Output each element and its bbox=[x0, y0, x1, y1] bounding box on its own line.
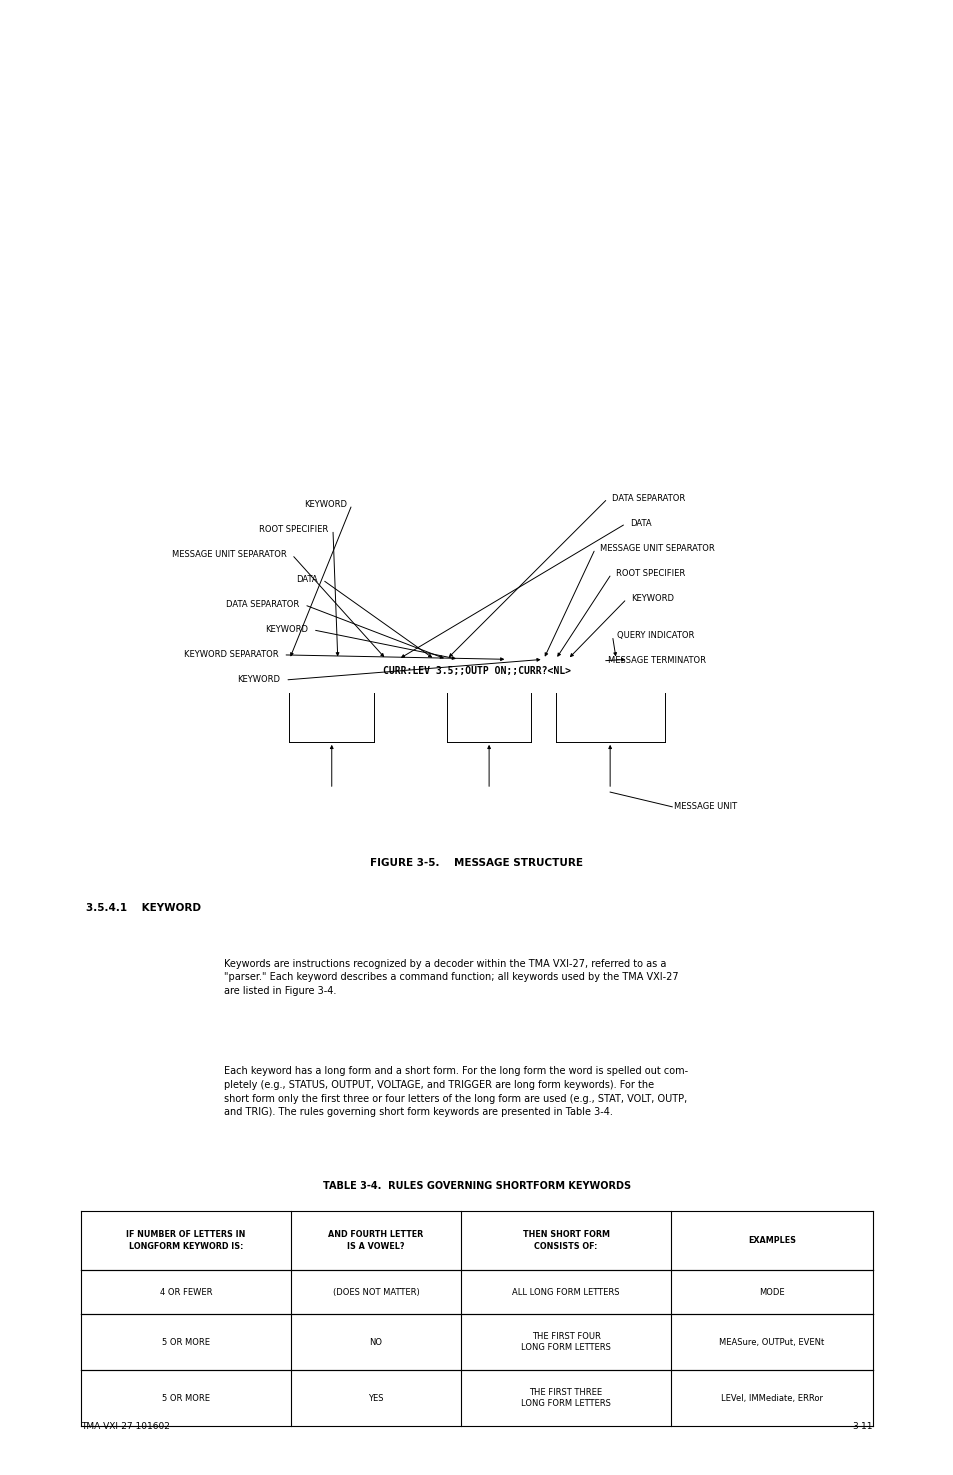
Text: MODE: MODE bbox=[759, 1288, 784, 1297]
Text: (DOES NOT MATTER): (DOES NOT MATTER) bbox=[333, 1288, 419, 1297]
Text: KEYWORD SEPARATOR: KEYWORD SEPARATOR bbox=[184, 650, 278, 659]
Text: 5 OR MORE: 5 OR MORE bbox=[162, 1394, 210, 1403]
Text: MESSAGE UNIT SEPARATOR: MESSAGE UNIT SEPARATOR bbox=[599, 544, 714, 553]
Text: 3-11: 3-11 bbox=[852, 1422, 872, 1431]
Text: MESSAGE UNIT: MESSAGE UNIT bbox=[674, 802, 737, 811]
Text: NO: NO bbox=[369, 1338, 382, 1347]
Text: Each keyword has a long form and a short form. For the long form the word is spe: Each keyword has a long form and a short… bbox=[224, 1066, 688, 1117]
Text: MEASure, OUTPut, EVENt: MEASure, OUTPut, EVENt bbox=[719, 1338, 823, 1347]
Text: DATA SEPARATOR: DATA SEPARATOR bbox=[226, 600, 299, 609]
Text: EXAMPLES: EXAMPLES bbox=[747, 1236, 795, 1245]
Text: 5 OR MORE: 5 OR MORE bbox=[162, 1338, 210, 1347]
Text: YES: YES bbox=[368, 1394, 383, 1403]
Text: KEYWORD: KEYWORD bbox=[265, 625, 308, 634]
Text: DATA: DATA bbox=[630, 519, 652, 528]
Text: DATA SEPARATOR: DATA SEPARATOR bbox=[612, 494, 685, 503]
Text: 4 OR FEWER: 4 OR FEWER bbox=[159, 1288, 212, 1297]
Text: TMA VXI-27 101602: TMA VXI-27 101602 bbox=[81, 1422, 170, 1431]
Text: ROOT SPECIFIER: ROOT SPECIFIER bbox=[258, 525, 328, 534]
Text: ROOT SPECIFIER: ROOT SPECIFIER bbox=[616, 569, 685, 578]
Text: KEYWORD: KEYWORD bbox=[237, 676, 280, 684]
Text: MESSAGE TERMINATOR: MESSAGE TERMINATOR bbox=[607, 656, 705, 665]
Text: QUERY INDICATOR: QUERY INDICATOR bbox=[617, 631, 694, 640]
Text: AND FOURTH LETTER
IS A VOWEL?: AND FOURTH LETTER IS A VOWEL? bbox=[328, 1230, 423, 1251]
Text: KEYWORD: KEYWORD bbox=[304, 500, 347, 509]
Text: 3.5.4.1    KEYWORD: 3.5.4.1 KEYWORD bbox=[86, 903, 201, 913]
Text: THE FIRST FOUR
LONG FORM LETTERS: THE FIRST FOUR LONG FORM LETTERS bbox=[520, 1332, 610, 1353]
Text: THEN SHORT FORM
CONSISTS OF:: THEN SHORT FORM CONSISTS OF: bbox=[522, 1230, 609, 1251]
Text: MESSAGE UNIT SEPARATOR: MESSAGE UNIT SEPARATOR bbox=[172, 550, 287, 559]
Text: DATA: DATA bbox=[295, 575, 317, 584]
Text: TABLE 3-4.  RULES GOVERNING SHORTFORM KEYWORDS: TABLE 3-4. RULES GOVERNING SHORTFORM KEY… bbox=[323, 1181, 630, 1192]
Text: Keywords are instructions recognized by a decoder within the TMA VXI-27, referre: Keywords are instructions recognized by … bbox=[224, 959, 679, 996]
Text: LEVel, IMMediate, ERRor: LEVel, IMMediate, ERRor bbox=[720, 1394, 822, 1403]
Text: IF NUMBER OF LETTERS IN
LONGFORM KEYWORD IS:: IF NUMBER OF LETTERS IN LONGFORM KEYWORD… bbox=[126, 1230, 246, 1251]
Text: CURR:LEV 3.5;;OUTP ON;;CURR?<NL>: CURR:LEV 3.5;;OUTP ON;;CURR?<NL> bbox=[382, 667, 571, 676]
Text: FIGURE 3-5.    MESSAGE STRUCTURE: FIGURE 3-5. MESSAGE STRUCTURE bbox=[370, 858, 583, 867]
Text: KEYWORD: KEYWORD bbox=[631, 594, 674, 603]
Text: ALL LONG FORM LETTERS: ALL LONG FORM LETTERS bbox=[512, 1288, 619, 1297]
Text: THE FIRST THREE
LONG FORM LETTERS: THE FIRST THREE LONG FORM LETTERS bbox=[520, 1388, 610, 1409]
